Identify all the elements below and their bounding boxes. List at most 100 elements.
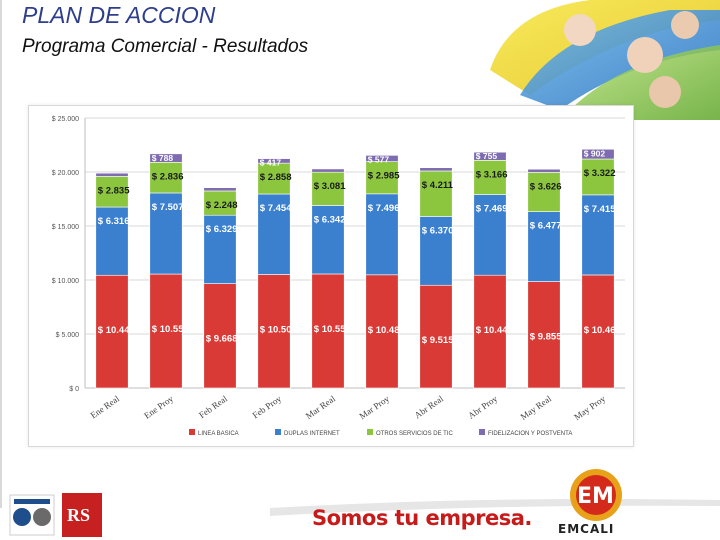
legend-label: FIDELIZACION Y POSTVENTA — [488, 431, 572, 437]
bar-segment — [95, 172, 129, 177]
data-label: $ 10.481 — [368, 325, 406, 336]
bar-segment — [527, 211, 561, 282]
data-label: $ 6.370 — [422, 225, 454, 236]
bar-segment — [419, 170, 453, 217]
legend-swatch — [189, 429, 195, 435]
data-label: $ 755 — [476, 151, 498, 161]
data-label: $ 10.509 — [260, 325, 297, 336]
data-label: $ 4.211 — [422, 180, 454, 191]
data-label: $ 9.855 — [530, 332, 562, 343]
bar-segment — [203, 190, 237, 216]
data-label: $ 6.329 — [206, 224, 238, 235]
bar-segment — [419, 216, 453, 286]
y-tick-label: $ 10.000 — [52, 278, 79, 285]
bar-segment — [527, 168, 561, 173]
data-label: $ 7.454 — [260, 203, 292, 214]
legend-label: DUPLAS INTERNET — [284, 431, 340, 437]
data-label: $ 2.248 — [206, 200, 238, 211]
y-tick-label: $ 25.000 — [52, 116, 79, 123]
emcali-logo: EM — [570, 469, 622, 521]
x-tick-label: Feb Proy — [251, 393, 284, 420]
y-tick-label: $ 0 — [69, 386, 79, 393]
bar-segment — [419, 167, 453, 172]
x-tick-label: Mar Real — [304, 393, 338, 421]
slide-left-edge — [0, 0, 2, 540]
bar-segment — [419, 284, 453, 389]
bar-segment — [95, 176, 129, 208]
data-label: $ 6.342 — [314, 214, 346, 225]
brand-name: EMCALI — [558, 522, 615, 536]
legend-swatch — [479, 429, 485, 435]
chart-frame: $ 0 $ 5.000 $ 10.000 $ 15.000 $ 20.000 $ 25.0… — [28, 105, 634, 447]
data-label: $ 2.836 — [152, 171, 184, 182]
bar-segment — [311, 171, 345, 206]
bar-segment — [581, 274, 615, 389]
data-label: $ 6.477 — [530, 221, 562, 232]
data-label: $ 2.835 — [98, 185, 130, 196]
x-tick-label: Feb Real — [197, 393, 230, 420]
bar-segment — [473, 151, 507, 161]
x-tick-label: May Real — [519, 393, 554, 422]
stacked-bar-chart: $ 0 $ 5.000 $ 10.000 $ 15.000 $ 20.000 $ 25.0… — [52, 116, 625, 437]
rs-logo: RS — [62, 493, 102, 537]
bar-segment — [257, 274, 291, 389]
slide-subtitle: Programa Comercial - Resultados — [22, 36, 309, 57]
bar-segment — [527, 172, 561, 212]
y-tick-label: $ 15.000 — [52, 224, 79, 231]
data-label: $ 9.668 — [206, 334, 238, 345]
bar-segment — [203, 187, 237, 192]
bar-segment — [365, 274, 399, 389]
bar-segment — [473, 160, 507, 195]
slide-title: PLAN DE ACCION — [22, 2, 216, 28]
bar-segment — [149, 153, 183, 163]
data-label: $ 10.559 — [314, 324, 351, 335]
legend-swatch — [275, 429, 281, 435]
data-label: $ 7.469 — [476, 204, 508, 215]
data-label: $ 10.551 — [152, 324, 190, 335]
y-tick-label: $ 5.000 — [56, 332, 79, 339]
data-label: $ 9.515 — [422, 335, 454, 346]
header-banner-image — [470, 0, 720, 120]
x-tick-label: Abr Proy — [466, 393, 499, 421]
bar-segment — [149, 273, 183, 389]
data-label: $ 577 — [368, 154, 390, 164]
data-label: $ 3.081 — [314, 181, 346, 192]
x-tick-label: Abr Real — [413, 393, 446, 420]
data-label: $ 3.322 — [584, 168, 616, 179]
data-label: $ 2.985 — [368, 171, 400, 182]
x-tick-label: Ene Real — [89, 393, 122, 420]
legend-label: LINEA BASICA — [198, 431, 239, 437]
bar-segment — [365, 155, 399, 162]
rs-logo-text: RS — [67, 505, 90, 525]
legend-label: OTROS SERVICIOS DE TIC — [376, 431, 453, 437]
data-label: $ 6.316 — [98, 216, 130, 227]
bar-segment — [473, 274, 507, 389]
data-label: $ 902 — [584, 148, 606, 158]
data-label: $ 10.467 — [584, 325, 621, 336]
bar-segment — [527, 281, 561, 389]
bar-segment — [257, 158, 291, 164]
data-label: $ 10.444 — [476, 325, 514, 336]
data-label: $ 788 — [152, 153, 174, 163]
bar-segment — [257, 193, 291, 275]
bar-segment — [581, 158, 615, 196]
x-tick-label: Mar Proy — [357, 393, 391, 421]
bar-segment — [149, 192, 183, 275]
certification-logo — [9, 494, 55, 536]
y-tick-label: $ 20.000 — [52, 170, 79, 177]
data-label: $ 3.626 — [530, 181, 562, 192]
legend-swatch — [367, 429, 373, 435]
data-label: $ 417 — [260, 158, 282, 168]
data-label: $ 7.496 — [368, 203, 400, 214]
slogan-text: Somos tu empresa. — [312, 506, 532, 530]
data-label: $ 3.166 — [476, 169, 508, 180]
bar-segment — [473, 194, 507, 276]
bar-segment — [311, 168, 345, 173]
bar-segment — [581, 148, 615, 160]
data-label: $ 7.507 — [152, 202, 184, 213]
data-label: $ 2.858 — [260, 172, 292, 183]
emcali-logo-letters: EM — [577, 484, 614, 509]
x-tick-label: May Proy — [572, 393, 607, 422]
x-tick-label: Ene Proy — [142, 393, 175, 421]
bar-segment — [95, 274, 129, 389]
